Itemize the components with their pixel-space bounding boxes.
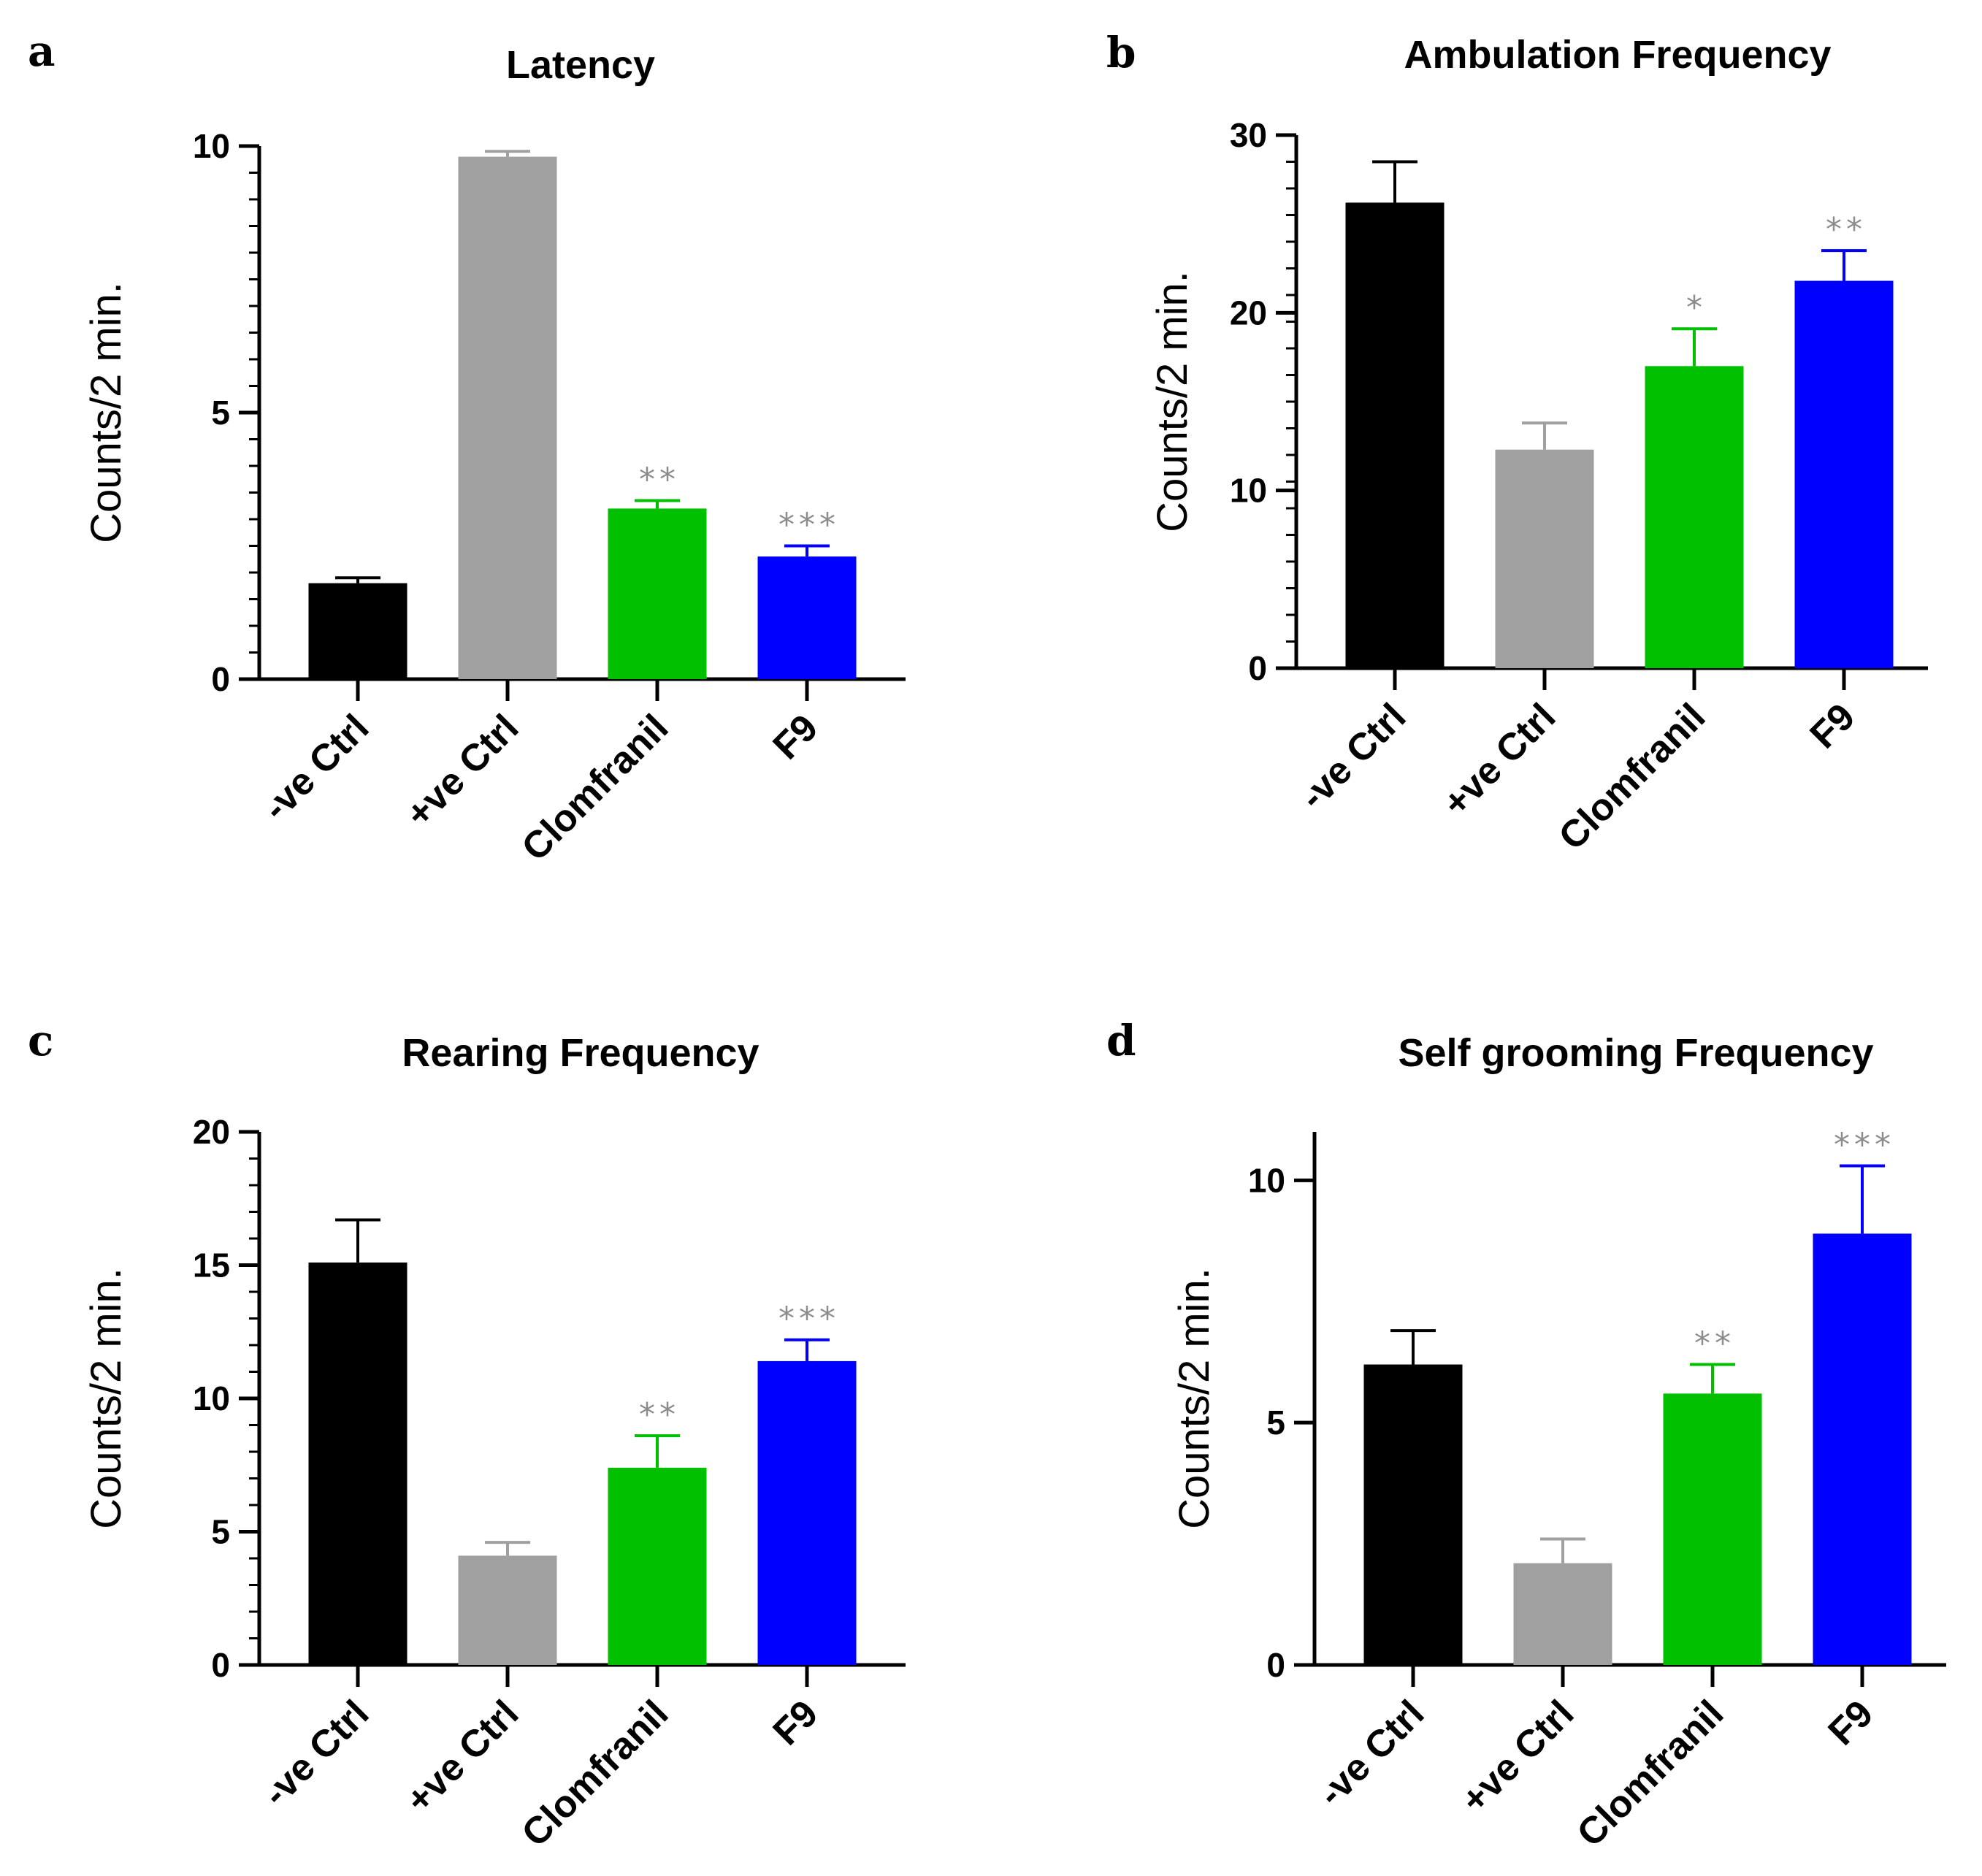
bar xyxy=(1794,280,1894,668)
x-tick-label: -ve Ctrl xyxy=(1310,1692,1433,1815)
bar xyxy=(1645,366,1744,668)
x-tick-label: +ve Ctrl xyxy=(1453,1692,1583,1821)
y-tick-label: 30 xyxy=(1230,116,1267,154)
bar xyxy=(757,1360,857,1665)
significance-label: *** xyxy=(778,1301,840,1338)
significance-label: *** xyxy=(1834,1126,1895,1163)
y-tick-label: 0 xyxy=(1266,1646,1285,1684)
bar xyxy=(1813,1233,1912,1665)
x-tick-label: -ve Ctrl xyxy=(255,706,378,829)
bar xyxy=(308,1262,408,1665)
x-tick-label: F9 xyxy=(1802,695,1864,757)
y-tick-label: 5 xyxy=(211,394,230,432)
bar xyxy=(1363,1364,1463,1665)
bar xyxy=(757,556,857,679)
y-tick-label: 10 xyxy=(1230,472,1267,510)
x-tick-label: F9 xyxy=(765,1692,827,1753)
bar xyxy=(608,1467,707,1665)
bar xyxy=(1513,1563,1612,1665)
panel-b: b Ambulation Frequency Counts/2 min. 0 10 20 3… xyxy=(1106,28,1928,858)
panel-letter: a xyxy=(28,26,56,76)
significance-label: ** xyxy=(639,461,680,498)
y-tick-label: 10 xyxy=(1248,1161,1285,1199)
x-tick-label: +ve Ctrl xyxy=(398,1692,527,1821)
x-tick-label: Clomfranil xyxy=(514,1692,677,1855)
x-tick-label: -ve Ctrl xyxy=(255,1692,378,1815)
chart-title: Rearing Frequency xyxy=(402,1031,759,1075)
y-tick-label: 0 xyxy=(1248,649,1267,687)
significance-label: ** xyxy=(639,1396,680,1433)
y-axis-label: Counts/2 min. xyxy=(83,282,130,543)
bar xyxy=(458,156,557,680)
bar xyxy=(1345,202,1445,668)
significance-label: * xyxy=(1686,289,1707,326)
y-tick-label: 5 xyxy=(1266,1404,1285,1442)
bar xyxy=(1663,1393,1762,1665)
bar xyxy=(1495,449,1594,668)
x-tick-label: -ve Ctrl xyxy=(1292,695,1415,818)
panel-letter: c xyxy=(28,1016,53,1065)
y-tick-label: 10 xyxy=(193,1379,230,1417)
x-tick-label: F9 xyxy=(1821,1692,1882,1753)
bar xyxy=(308,583,408,679)
y-tick-label: 0 xyxy=(211,1646,230,1684)
y-tick-label: 15 xyxy=(193,1247,230,1285)
panel-c: c Rearing Frequency Counts/2 min. 0 5 10 15 20 -… xyxy=(28,1016,906,1855)
x-tick-label: Clomfranil xyxy=(1569,1692,1732,1855)
y-axis-label: Counts/2 min. xyxy=(1149,271,1196,532)
x-tick-label: F9 xyxy=(765,706,827,767)
significance-label: *** xyxy=(778,507,840,544)
bar xyxy=(458,1555,557,1665)
y-tick-label: 0 xyxy=(211,660,230,698)
panel-letter: d xyxy=(1106,1016,1136,1065)
y-axis-label: Counts/2 min. xyxy=(1171,1268,1218,1529)
x-tick-label: Clomfranil xyxy=(514,706,677,869)
significance-label: ** xyxy=(1694,1325,1735,1363)
chart-title: Ambulation Frequency xyxy=(1404,33,1831,77)
x-tick-label: +ve Ctrl xyxy=(398,706,527,835)
panel-a: a Latency Counts/2 min. 0 5 10 -ve Ctrl +ve Ctr… xyxy=(28,26,906,869)
y-tick-label: 10 xyxy=(193,127,230,165)
significance-label: ** xyxy=(1826,211,1867,248)
y-tick-label: 20 xyxy=(193,1113,230,1151)
x-tick-label: Clomfranil xyxy=(1551,695,1714,858)
bar xyxy=(608,508,707,679)
x-tick-label: +ve Ctrl xyxy=(1435,695,1564,824)
y-axis-label: Counts/2 min. xyxy=(83,1268,130,1529)
chart-title: Latency xyxy=(506,43,655,87)
y-tick-label: 20 xyxy=(1230,294,1267,332)
y-tick-label: 5 xyxy=(211,1513,230,1551)
panel-letter: b xyxy=(1106,28,1136,77)
panel-d: d Self grooming Frequency Counts/2 min. 0 5 1… xyxy=(1106,1016,1946,1855)
chart-title: Self grooming Frequency xyxy=(1398,1031,1873,1075)
